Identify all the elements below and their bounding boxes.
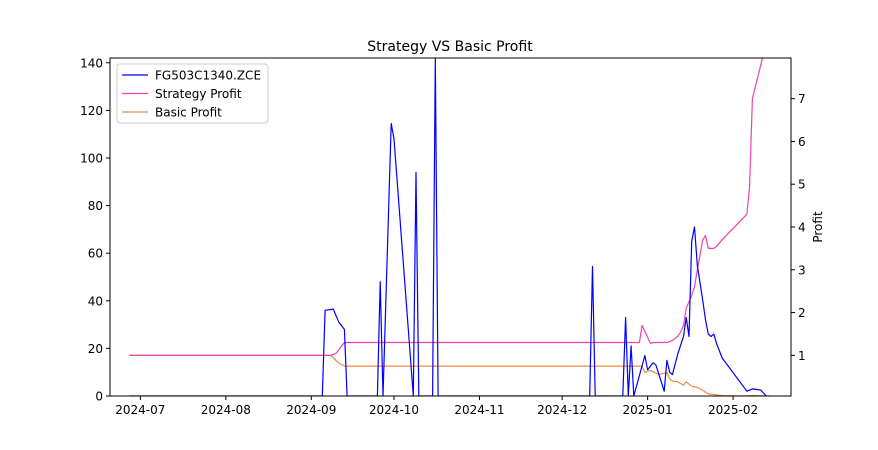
y-axis-right: 1 2 3 4 5 6 7 bbox=[791, 92, 806, 363]
y-right-tick-label: 5 bbox=[798, 178, 806, 192]
y-right-tick-label: 2 bbox=[798, 306, 806, 320]
legend: FG503C1340.ZCE Strategy Profit Basic Profi… bbox=[116, 63, 269, 124]
y-right-tick-label: 4 bbox=[798, 221, 806, 235]
x-tick-label: 2024-08 bbox=[201, 403, 251, 417]
y-left-tick-label: 20 bbox=[88, 342, 103, 356]
legend-box bbox=[116, 63, 269, 124]
series-line-strategy-profit bbox=[129, 58, 764, 356]
y-right-tick-label: 6 bbox=[798, 135, 806, 149]
x-axis: 2024-07 2024-08 2024-09 2024-10 2024-11 2024-… bbox=[115, 396, 758, 417]
y-right-tick-label: 3 bbox=[798, 263, 806, 277]
y-left-tick-label: 0 bbox=[95, 390, 103, 404]
y-right-tick-label: 1 bbox=[798, 349, 806, 363]
legend-label-fg503c1340-zce: FG503C1340.ZCE bbox=[155, 69, 261, 83]
x-tick-label: 2024-09 bbox=[286, 403, 336, 417]
series-line-basic-profit bbox=[129, 354, 767, 396]
y-left-tick-label: 120 bbox=[80, 104, 103, 118]
legend-label-basic-profit: Basic Profit bbox=[155, 106, 222, 120]
legend-label-strategy-profit: Strategy Profit bbox=[155, 87, 242, 101]
series-line-fg503c1340-zce bbox=[129, 58, 769, 396]
x-tick-label: 2024-12 bbox=[537, 403, 587, 417]
y-left-tick-label: 40 bbox=[88, 294, 103, 308]
x-tick-label: 2025-01 bbox=[623, 403, 673, 417]
series-layer bbox=[129, 58, 769, 396]
y-right-tick-label: 7 bbox=[798, 92, 806, 106]
y-left-tick-label: 140 bbox=[80, 56, 103, 70]
x-tick-label: 2024-11 bbox=[454, 403, 504, 417]
y-left-tick-label: 100 bbox=[80, 151, 103, 165]
y-left-tick-label: 80 bbox=[88, 199, 103, 213]
y-axis-right-label: Profit bbox=[811, 211, 825, 243]
x-tick-label: 2024-10 bbox=[369, 403, 419, 417]
y-left-tick-label: 60 bbox=[88, 247, 103, 261]
chart-title: Strategy VS Basic Profit bbox=[367, 39, 533, 55]
x-tick-label: 2025-02 bbox=[708, 403, 758, 417]
y-axis-left: 0 20 40 60 80 100 120 140 bbox=[80, 56, 110, 404]
x-tick-label: 2024-07 bbox=[115, 403, 165, 417]
